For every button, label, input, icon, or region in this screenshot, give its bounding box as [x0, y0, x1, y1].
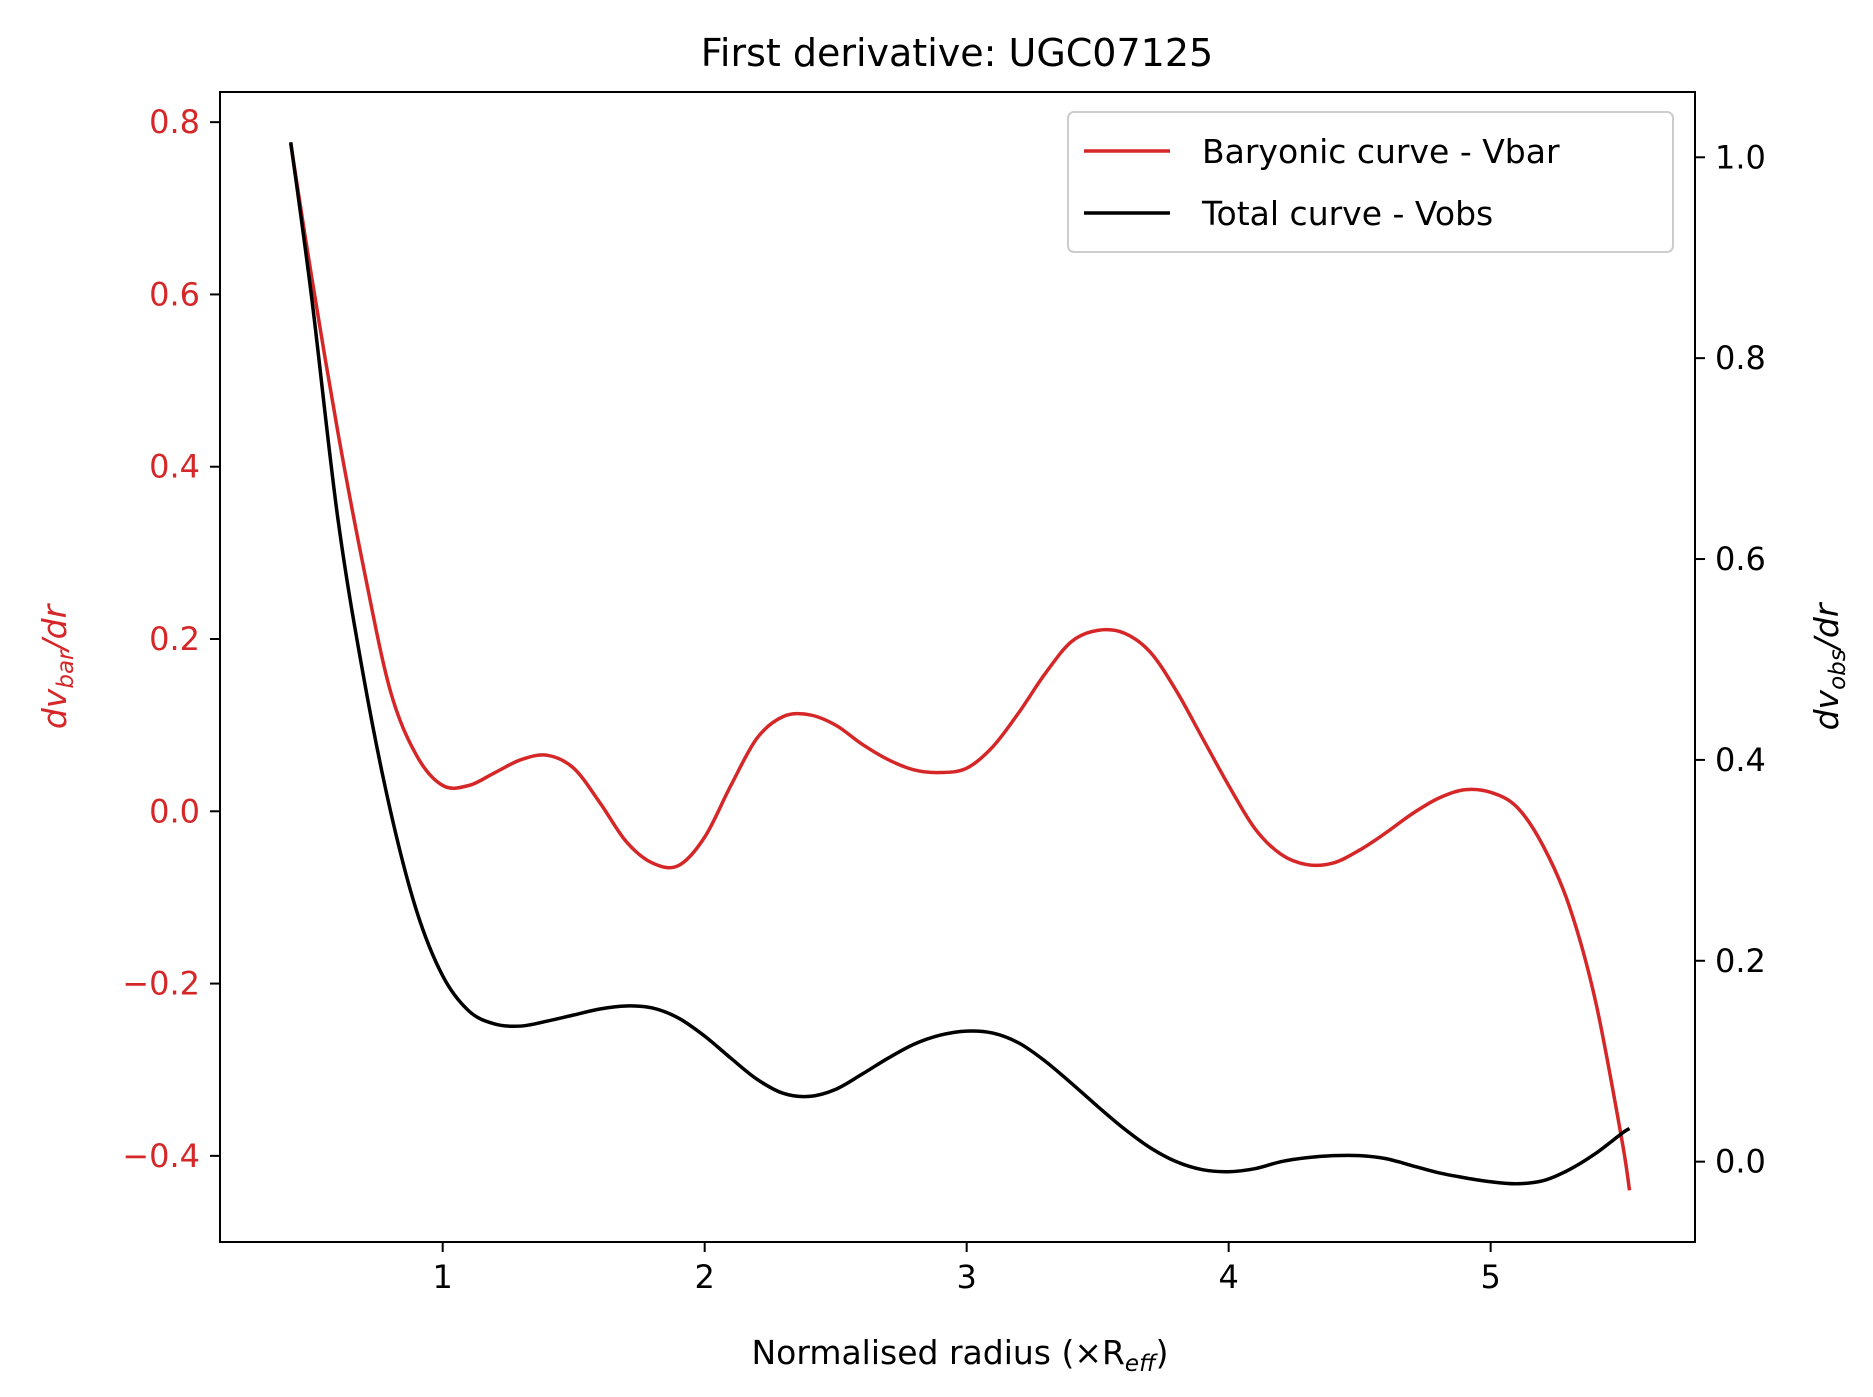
- x-axis-label: Normalised radius (×Reff): [751, 1333, 1168, 1377]
- left-y-axis-label-tail: /dr: [35, 602, 74, 653]
- left-y-tick-label: 0.4: [149, 448, 200, 486]
- right-y-axis-label-tail: /dr: [1807, 601, 1846, 652]
- left-y-axis-label-sub: bar: [53, 649, 79, 689]
- chart-title: First derivative: UGC07125: [701, 31, 1213, 75]
- left-y-tick-label: −0.4: [122, 1137, 200, 1175]
- right-y-tick-label: 0.4: [1715, 741, 1766, 779]
- right-y-tick-label: 0.2: [1715, 942, 1766, 980]
- left-y-tick-label: −0.2: [122, 965, 200, 1003]
- legend-box: [1067, 111, 1674, 253]
- series-line-total: [289, 141, 1631, 1186]
- x-tick-label: 5: [1480, 1258, 1500, 1296]
- x-axis-label-main: Normalised radius (×R: [751, 1333, 1124, 1372]
- plot-frame: [219, 91, 1696, 1243]
- x-tick-label: 3: [956, 1258, 976, 1296]
- right-y-tick-label: 0.8: [1715, 339, 1766, 377]
- legend: Baryonic curve - Vbar Total curve - Vobs: [1067, 111, 1674, 253]
- x-axis-ticks: 1 2 3 4 5: [433, 1242, 1501, 1296]
- x-tick-label: 1: [433, 1258, 453, 1296]
- x-tick-label: 4: [1218, 1258, 1238, 1296]
- left-y-axis-ticks: −0.4 −0.2 0.0 0.2 0.4 0.6 0.8: [122, 103, 220, 1175]
- left-y-axis-label-main: dv: [35, 688, 74, 729]
- series-layer: [289, 141, 1632, 1191]
- right-y-axis-label-sub: obs: [1825, 649, 1851, 690]
- legend-label-total: Total curve - Vobs: [1201, 194, 1493, 233]
- series-line-baryonic: [289, 143, 1632, 1191]
- right-y-axis-label: dvobs/dr: [1807, 601, 1851, 730]
- right-y-tick-label: 0.6: [1715, 540, 1766, 578]
- right-y-axis-label-main: dv: [1807, 689, 1846, 730]
- left-y-axis-label: dvbar/dr: [35, 602, 79, 729]
- left-y-tick-label: 0.8: [149, 103, 200, 141]
- x-axis-label-sub: eff: [1125, 1351, 1158, 1377]
- left-y-tick-label: 0.0: [149, 792, 200, 830]
- x-axis-label-close: ): [1156, 1333, 1169, 1372]
- left-y-tick-label: 0.6: [149, 275, 200, 313]
- right-y-axis-ticks: 0.0 0.2 0.4 0.6 0.8 1.0: [1695, 138, 1766, 1181]
- right-y-tick-label: 0.0: [1715, 1143, 1766, 1181]
- legend-label-baryonic: Baryonic curve - Vbar: [1202, 132, 1560, 171]
- left-y-tick-label: 0.2: [149, 620, 200, 658]
- x-tick-label: 2: [695, 1258, 715, 1296]
- right-y-tick-label: 1.0: [1715, 138, 1766, 176]
